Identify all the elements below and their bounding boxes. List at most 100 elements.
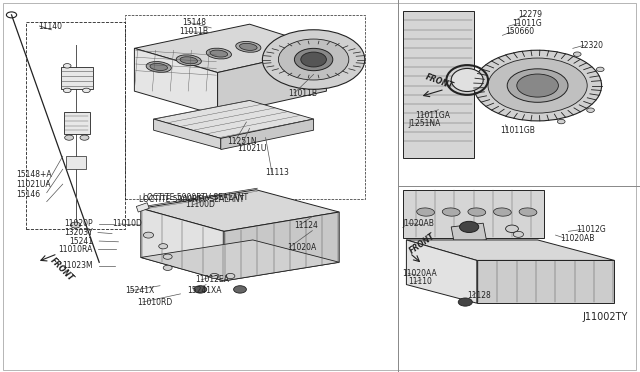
- Ellipse shape: [301, 52, 326, 67]
- Polygon shape: [61, 67, 93, 89]
- Polygon shape: [66, 156, 86, 169]
- Polygon shape: [406, 240, 614, 260]
- Text: 11012G: 11012G: [576, 225, 605, 234]
- Polygon shape: [64, 112, 90, 134]
- Text: 15241: 15241: [69, 237, 93, 246]
- Circle shape: [80, 135, 89, 140]
- Circle shape: [226, 273, 235, 279]
- Text: 15148+A: 15148+A: [16, 170, 52, 179]
- Text: 11110: 11110: [408, 278, 432, 286]
- Text: 12320: 12320: [579, 41, 604, 50]
- Polygon shape: [218, 48, 326, 115]
- Polygon shape: [221, 119, 314, 150]
- Text: J1251NA: J1251NA: [408, 119, 441, 128]
- Ellipse shape: [517, 74, 558, 97]
- Polygon shape: [406, 240, 477, 303]
- Polygon shape: [477, 260, 614, 303]
- Ellipse shape: [417, 208, 435, 216]
- Polygon shape: [451, 223, 486, 244]
- Circle shape: [596, 67, 604, 71]
- Text: LOCTITE 5900RTV SEALANT: LOCTITE 5900RTV SEALANT: [143, 193, 248, 202]
- Ellipse shape: [294, 48, 333, 71]
- Text: 11021UA: 11021UA: [16, 180, 51, 189]
- Ellipse shape: [210, 50, 228, 57]
- Ellipse shape: [236, 42, 261, 52]
- Text: 15146: 15146: [16, 190, 40, 199]
- Text: 11021U: 11021U: [237, 144, 266, 153]
- Text: 15241XA: 15241XA: [188, 286, 222, 295]
- Ellipse shape: [474, 50, 602, 121]
- Text: 11010D: 11010D: [112, 219, 142, 228]
- Circle shape: [163, 254, 172, 259]
- Text: FRONT: FRONT: [424, 73, 454, 91]
- Text: 11020A: 11020A: [287, 243, 316, 252]
- Circle shape: [573, 52, 581, 57]
- Polygon shape: [403, 11, 474, 158]
- Text: 11012EA: 11012EA: [195, 275, 229, 284]
- Polygon shape: [134, 24, 326, 73]
- Text: 11251N: 11251N: [227, 137, 257, 146]
- Text: 11128: 11128: [467, 291, 491, 300]
- Ellipse shape: [146, 62, 172, 72]
- Ellipse shape: [206, 48, 232, 59]
- Text: J11002TY: J11002TY: [582, 312, 628, 322]
- Text: 150660: 150660: [506, 27, 535, 36]
- Ellipse shape: [468, 208, 486, 216]
- Polygon shape: [141, 240, 339, 281]
- Text: 11020AB: 11020AB: [560, 234, 595, 243]
- Text: 11010RA: 11010RA: [58, 245, 93, 254]
- Polygon shape: [224, 212, 339, 281]
- Circle shape: [65, 135, 74, 140]
- Text: 11011B: 11011B: [179, 27, 208, 36]
- Text: 11020P: 11020P: [64, 219, 93, 228]
- Circle shape: [143, 232, 154, 238]
- Polygon shape: [154, 100, 314, 138]
- Ellipse shape: [519, 208, 537, 216]
- Polygon shape: [154, 119, 221, 149]
- Text: 11140: 11140: [38, 22, 63, 31]
- Circle shape: [506, 225, 518, 232]
- Circle shape: [63, 88, 71, 93]
- Circle shape: [163, 265, 172, 270]
- Polygon shape: [136, 203, 149, 212]
- Text: 11011G: 11011G: [512, 19, 541, 28]
- Circle shape: [159, 244, 168, 249]
- Ellipse shape: [262, 30, 365, 89]
- Circle shape: [63, 64, 71, 68]
- Bar: [26, 22, 125, 229]
- Circle shape: [587, 108, 595, 112]
- Ellipse shape: [508, 69, 568, 102]
- Text: 11100D: 11100D: [186, 200, 216, 209]
- Ellipse shape: [278, 39, 349, 80]
- Circle shape: [210, 273, 219, 279]
- Polygon shape: [141, 190, 339, 231]
- Text: 11023M: 11023M: [62, 262, 93, 270]
- Circle shape: [557, 119, 565, 124]
- Text: 15241X: 15241X: [125, 286, 154, 295]
- Ellipse shape: [451, 68, 483, 92]
- Ellipse shape: [442, 208, 460, 216]
- Ellipse shape: [239, 44, 257, 50]
- Polygon shape: [141, 208, 224, 281]
- Text: J1020AB: J1020AB: [402, 219, 434, 228]
- Text: 11011GB: 11011GB: [500, 126, 535, 135]
- Circle shape: [460, 221, 479, 232]
- Text: LOCTITE 5900RTV SEALANT: LOCTITE 5900RTV SEALANT: [140, 195, 244, 203]
- Circle shape: [194, 286, 207, 293]
- Text: 13203Y: 13203Y: [64, 228, 93, 237]
- Polygon shape: [403, 190, 544, 238]
- Ellipse shape: [176, 55, 202, 65]
- Circle shape: [83, 88, 90, 93]
- Ellipse shape: [180, 57, 198, 64]
- Polygon shape: [134, 48, 218, 115]
- Text: 11010RD: 11010RD: [138, 298, 173, 307]
- Ellipse shape: [488, 58, 588, 113]
- Text: 15148: 15148: [182, 18, 206, 27]
- Text: 11011B: 11011B: [288, 89, 317, 97]
- Circle shape: [458, 298, 472, 306]
- Text: 11020AA: 11020AA: [402, 269, 436, 278]
- Text: 11113: 11113: [266, 169, 289, 177]
- Circle shape: [234, 286, 246, 293]
- Ellipse shape: [493, 208, 511, 216]
- Text: FRONT: FRONT: [48, 256, 75, 283]
